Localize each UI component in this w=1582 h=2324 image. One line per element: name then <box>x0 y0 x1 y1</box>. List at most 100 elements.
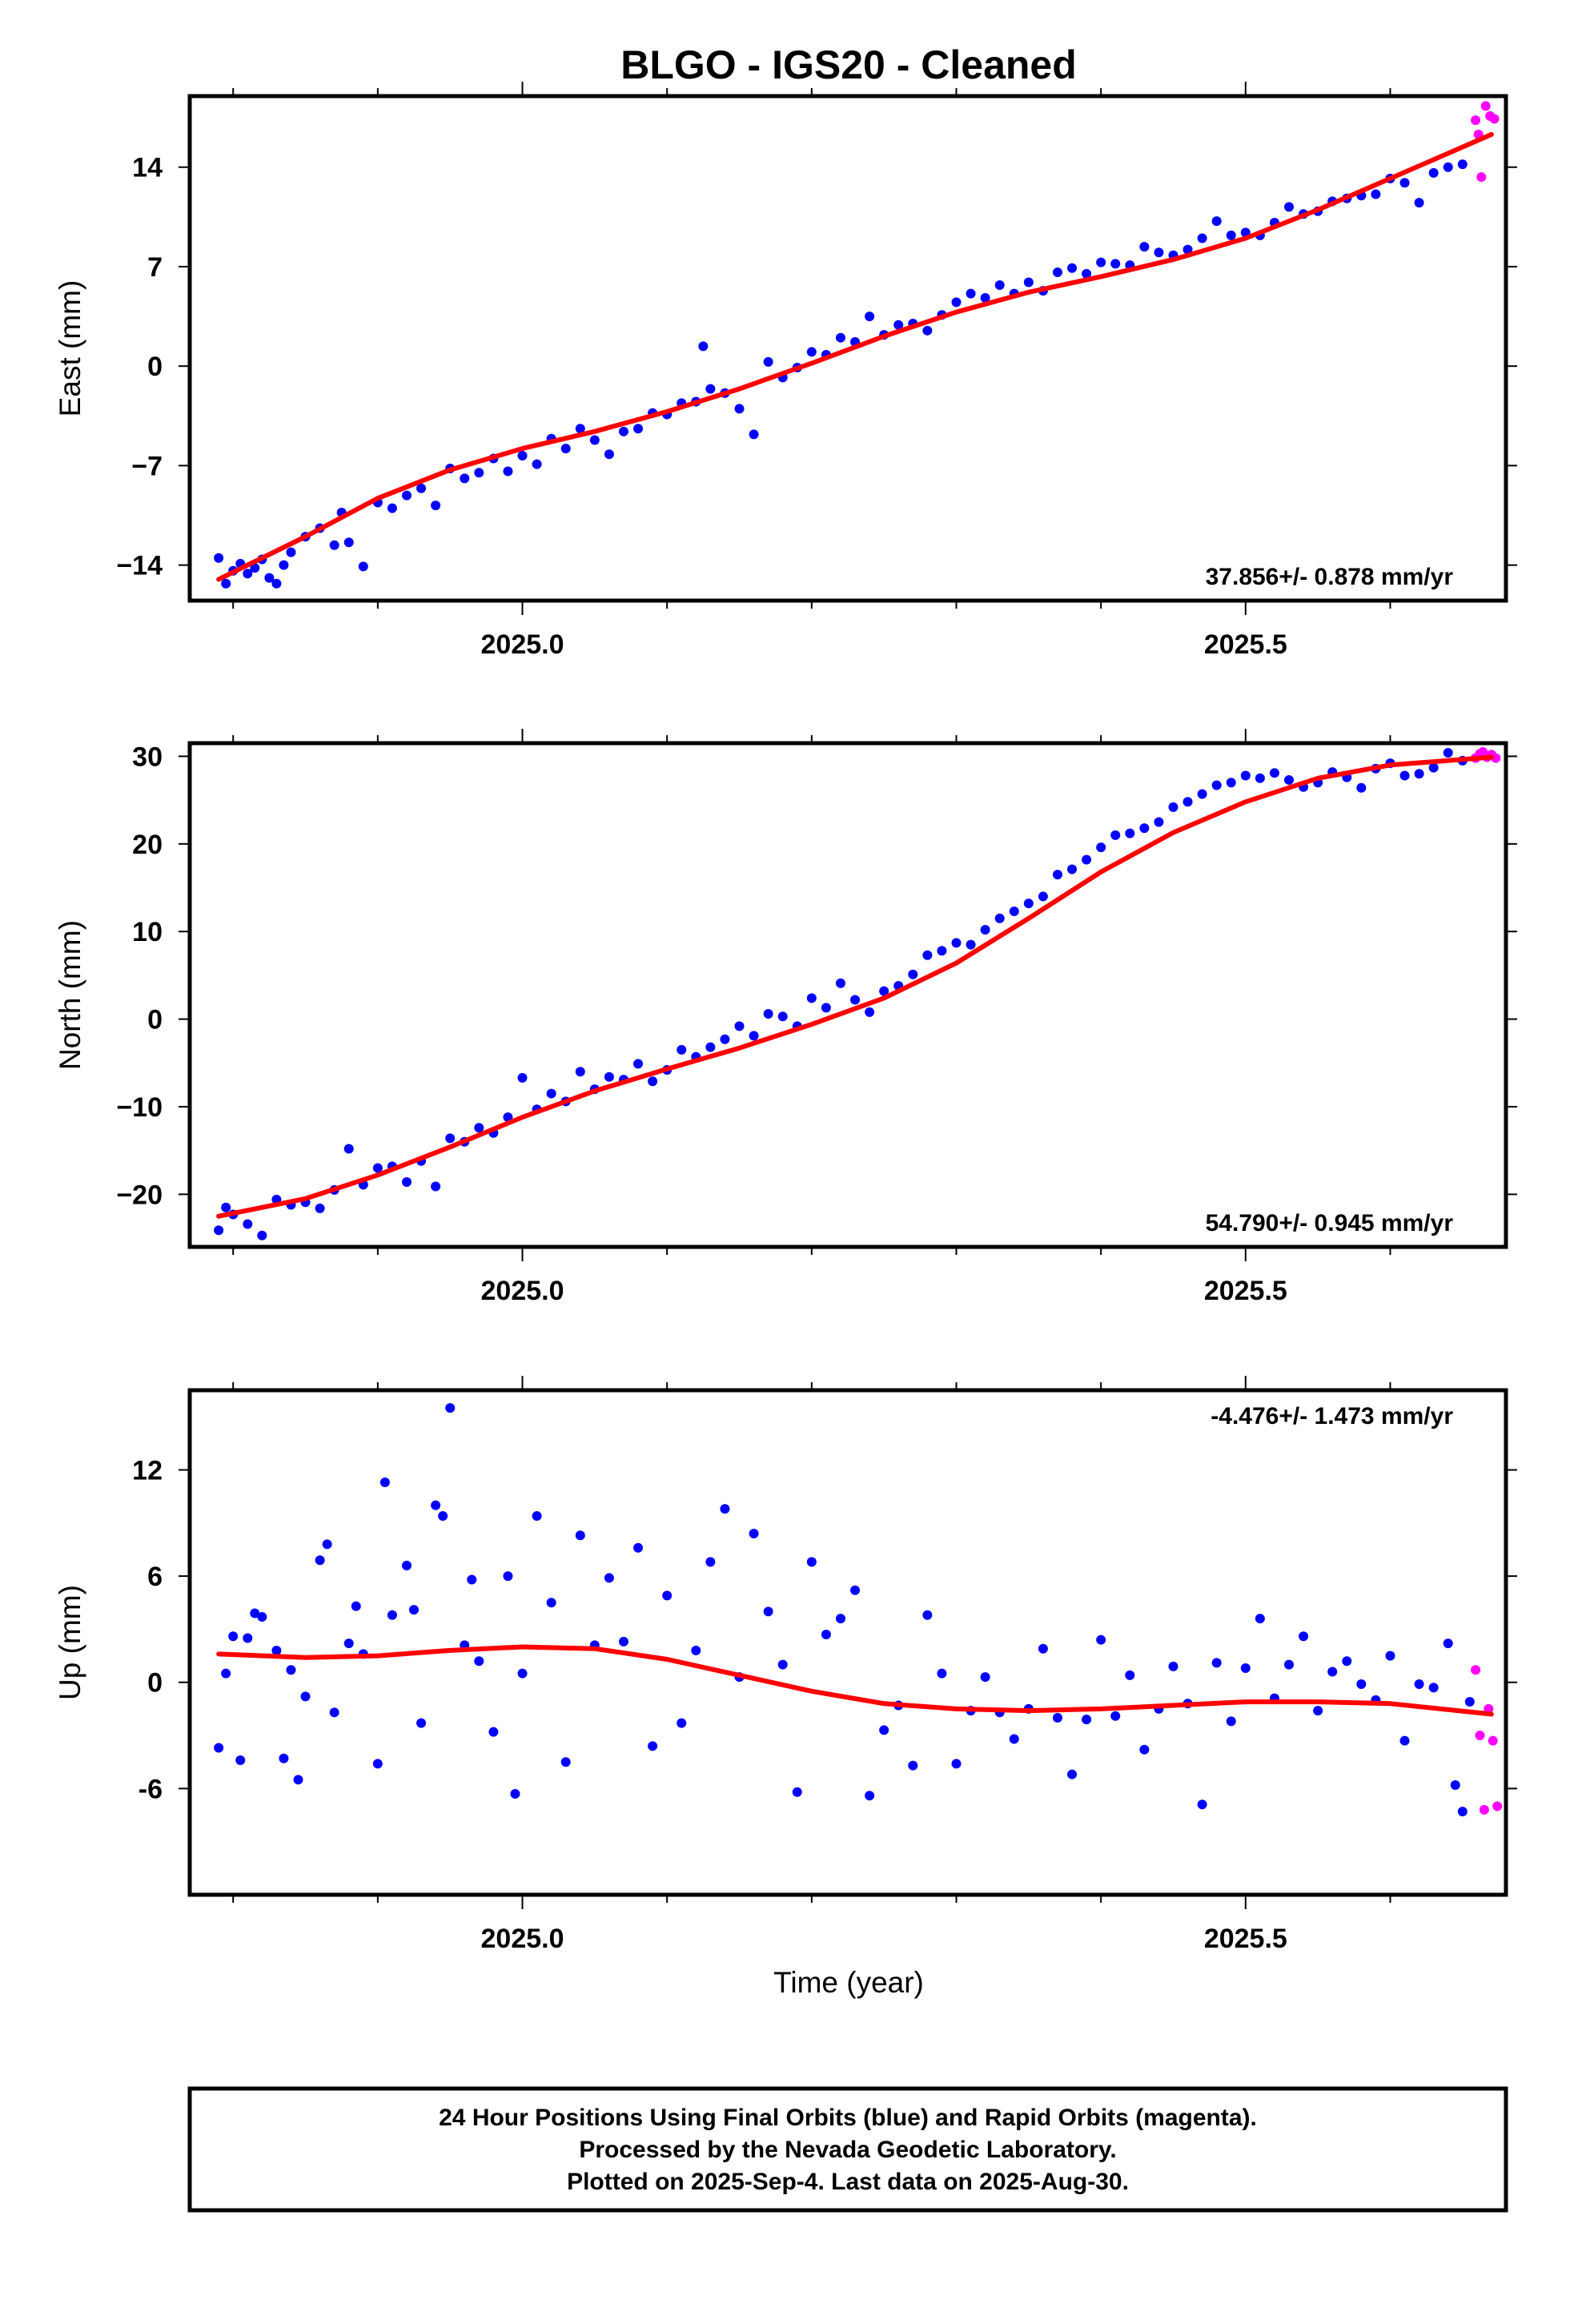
final-point <box>705 384 716 394</box>
final-point <box>1154 817 1164 827</box>
final-point <box>575 424 585 434</box>
final-point <box>250 1608 260 1618</box>
final-point <box>214 1225 224 1236</box>
final-point <box>286 547 296 557</box>
final-point <box>749 1031 759 1041</box>
final-point <box>1399 770 1410 781</box>
x-tick-label: 2025.5 <box>1204 1924 1287 1954</box>
final-point <box>1284 774 1295 785</box>
final-point <box>1110 830 1121 840</box>
final-point <box>221 1202 231 1212</box>
footer-line-2: Processed by the Nevada Geodetic Laborat… <box>579 2137 1116 2163</box>
fit-curve <box>216 754 1494 1219</box>
final-point <box>1269 768 1279 778</box>
final-point <box>228 1631 239 1642</box>
final-point <box>720 1504 730 1514</box>
final-point <box>1096 842 1106 853</box>
x-tick-label: 2025.5 <box>1204 1276 1287 1306</box>
final-point <box>293 1775 303 1785</box>
final-point <box>662 1590 673 1601</box>
final-point <box>343 1638 354 1649</box>
final-point <box>749 1529 759 1539</box>
final-point <box>243 569 253 579</box>
final-point <box>763 356 773 367</box>
y-axis-label: East (mm) <box>54 280 86 417</box>
chart-title: BLGO - IGS20 - Cleaned <box>620 42 1077 87</box>
final-point <box>1226 1716 1236 1727</box>
x-tick-label: 2025.0 <box>481 1924 564 1954</box>
final-point <box>1399 1735 1410 1746</box>
final-point <box>279 1753 289 1763</box>
final-point <box>1443 748 1453 758</box>
final-point <box>431 1181 441 1192</box>
final-point <box>1038 1643 1048 1654</box>
final-point <box>1197 1799 1207 1810</box>
final-point <box>1197 789 1207 799</box>
final-point <box>705 1042 716 1052</box>
final-point <box>698 341 709 352</box>
final-point <box>322 1539 332 1550</box>
final-point <box>720 1034 730 1044</box>
final-point <box>235 1755 246 1765</box>
final-point <box>677 1044 687 1055</box>
y-tick-label: 14 <box>132 153 163 183</box>
final-point <box>1240 1663 1251 1674</box>
final-point <box>951 1759 962 1769</box>
rate-annotation: 54.790+/- 0.945 mm/yr <box>1206 1210 1454 1236</box>
final-point <box>1052 870 1062 880</box>
final-point <box>1023 277 1034 287</box>
final-point <box>445 1133 456 1144</box>
final-point <box>1385 1651 1395 1661</box>
fit-curve <box>216 1644 1494 1717</box>
final-point <box>279 560 289 570</box>
final-point <box>1356 1679 1367 1689</box>
final-point <box>517 450 528 460</box>
final-point <box>922 325 933 336</box>
final-point <box>705 1557 716 1567</box>
final-point <box>1052 267 1062 278</box>
final-point <box>1226 778 1236 788</box>
final-point <box>806 993 817 1003</box>
final-point <box>980 925 990 935</box>
final-point <box>243 1219 253 1229</box>
final-point <box>821 1630 831 1640</box>
final-point <box>893 320 904 330</box>
final-point <box>806 1557 817 1567</box>
final-point <box>243 1633 253 1643</box>
final-point <box>1313 1706 1323 1716</box>
final-point <box>618 426 628 436</box>
rapid-point <box>1476 172 1487 183</box>
final-point <box>1428 762 1439 773</box>
final-point <box>431 501 441 511</box>
final-point <box>821 1003 831 1013</box>
rate-annotation: 37.856+/- 0.878 mm/yr <box>1206 564 1454 590</box>
final-point <box>532 1510 542 1521</box>
final-point <box>951 938 962 948</box>
final-point <box>1255 1614 1265 1624</box>
final-point <box>633 424 644 434</box>
final-point <box>994 913 1005 923</box>
final-point <box>358 561 368 572</box>
final-point <box>879 1725 889 1735</box>
final-point <box>994 280 1005 291</box>
panel-east: 14 7 0 −7 −14 2025.0 2025.5 East (mm) 37.856+/- … <box>54 82 1517 660</box>
y-axis-label: North (mm) <box>54 920 86 1070</box>
final-point <box>850 995 861 1005</box>
final-point <box>264 573 275 583</box>
final-point <box>792 1787 802 1797</box>
final-point <box>1067 1769 1078 1779</box>
final-point <box>1182 797 1193 807</box>
final-point <box>1139 242 1150 252</box>
final-point <box>604 1573 614 1583</box>
final-point <box>510 1789 520 1799</box>
final-point <box>1110 1711 1121 1721</box>
final-point <box>1443 162 1453 172</box>
final-point <box>763 1606 773 1617</box>
final-point <box>749 429 759 440</box>
final-point <box>575 1530 585 1541</box>
final-point <box>474 1123 484 1133</box>
final-point <box>763 1009 773 1019</box>
rapid-orbit-series <box>1471 1665 1503 1815</box>
rapid-point <box>1480 101 1491 111</box>
plot-frame <box>187 741 1508 1249</box>
